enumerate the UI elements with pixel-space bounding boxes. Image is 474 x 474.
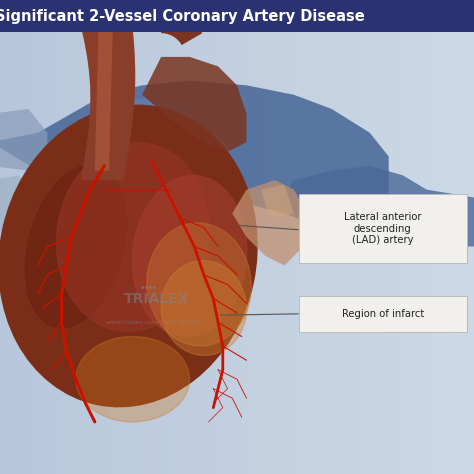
Ellipse shape xyxy=(104,104,256,209)
Text: Region of infarct: Region of infarct xyxy=(342,309,424,319)
Text: Lateral anterior
descending
(LAD) artery: Lateral anterior descending (LAD) artery xyxy=(344,212,421,246)
Ellipse shape xyxy=(147,223,251,346)
FancyBboxPatch shape xyxy=(299,194,467,263)
Polygon shape xyxy=(85,95,237,123)
Polygon shape xyxy=(275,166,474,246)
Text: www.trialex.com | 800-591-11...: www.trialex.com | 800-591-11... xyxy=(107,319,206,325)
Polygon shape xyxy=(261,185,294,218)
Ellipse shape xyxy=(171,133,228,171)
Polygon shape xyxy=(95,0,114,171)
Ellipse shape xyxy=(56,143,209,331)
Ellipse shape xyxy=(161,261,246,356)
Polygon shape xyxy=(71,0,135,180)
Ellipse shape xyxy=(133,175,246,337)
Polygon shape xyxy=(0,81,389,237)
FancyBboxPatch shape xyxy=(299,296,467,332)
Polygon shape xyxy=(0,109,47,171)
Polygon shape xyxy=(0,175,33,237)
Polygon shape xyxy=(161,9,202,45)
Polygon shape xyxy=(142,57,246,152)
Text: Significant 2-Vessel Coronary Artery Disease: Significant 2-Vessel Coronary Artery Dis… xyxy=(0,9,365,24)
Ellipse shape xyxy=(0,105,257,407)
Ellipse shape xyxy=(76,337,190,422)
Ellipse shape xyxy=(25,165,127,328)
Polygon shape xyxy=(71,0,135,180)
Text: TRIALEX: TRIALEX xyxy=(124,292,189,306)
FancyBboxPatch shape xyxy=(0,0,474,32)
Polygon shape xyxy=(232,180,308,265)
